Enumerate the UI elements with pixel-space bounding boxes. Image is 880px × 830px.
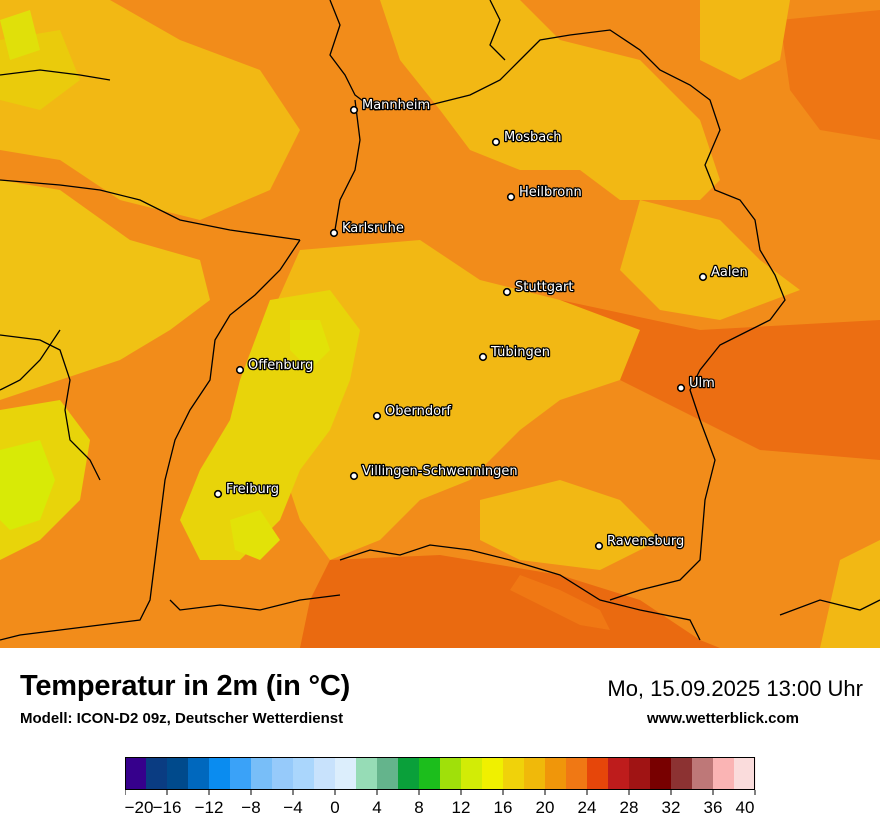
scale-color-bin	[209, 757, 231, 790]
city-markers: Mannheim Mosbach Heilbronn Karlsruhe Aalen St…	[213, 97, 749, 551]
scale-color-bin	[713, 757, 735, 790]
city-label: Heilbronn	[519, 185, 582, 200]
city-dot	[491, 137, 501, 147]
city-label: Stuttgart	[515, 280, 573, 295]
scale-color-bin	[419, 757, 441, 790]
city-dot	[372, 411, 382, 421]
city-label: Aalen	[711, 265, 748, 280]
city-dot	[698, 272, 708, 282]
temperature-map: Mannheim Mosbach Heilbronn Karlsruhe Aalen St…	[0, 0, 880, 648]
temperature-field-mild-east	[620, 200, 800, 320]
city-dot	[506, 192, 516, 202]
temperature-field-hot-south	[300, 555, 720, 648]
scale-color-bin	[272, 757, 294, 790]
scale-tick-label: −8	[241, 798, 260, 817]
scale-tick-label: −4	[283, 798, 302, 817]
city-label: Mosbach	[504, 130, 562, 145]
border-lines	[0, 0, 880, 641]
scale-color-bin	[650, 757, 672, 790]
temperature-field-coolest-4	[0, 10, 40, 60]
scale-color-bin	[734, 757, 756, 790]
scale-tick-label: 32	[662, 798, 681, 817]
temperature-field-coolest-2	[290, 320, 330, 370]
temperature-field-mild-north	[380, 0, 720, 200]
city-dot	[213, 489, 223, 499]
scale-tick-label: 24	[578, 798, 597, 817]
scale-color-bin	[188, 757, 210, 790]
scale-color-bin	[482, 757, 504, 790]
scale-color-bin	[692, 757, 714, 790]
temperature-field-mild-far-east	[820, 540, 880, 648]
scale-color-bin	[566, 757, 588, 790]
scale-color-bin	[545, 757, 567, 790]
scale-color-bin	[503, 757, 525, 790]
city-dot	[478, 352, 488, 362]
city-label: Karlsruhe	[342, 221, 404, 236]
scale-color-bin	[671, 757, 693, 790]
city-dot	[349, 105, 359, 115]
city-dot	[235, 365, 245, 375]
city-label: Mannheim	[362, 98, 430, 113]
scale-color-bin	[167, 757, 189, 790]
scale-tick-label: 8	[414, 798, 423, 817]
lake-constance	[510, 575, 610, 630]
scale-color-bin	[230, 757, 252, 790]
city-label: Tübingen	[490, 345, 550, 360]
city-label: Ulm	[689, 376, 715, 391]
temperature-field-mild-central	[260, 240, 640, 560]
temperature-field-coolest	[0, 440, 55, 530]
scale-color-bin	[398, 757, 420, 790]
city-label: Villingen-Schwenningen	[362, 464, 518, 479]
scale-color-bin	[356, 757, 378, 790]
city-dot	[594, 541, 604, 551]
scale-color-bin	[524, 757, 546, 790]
scale-tick-label: 20	[536, 798, 555, 817]
scale-color-bin	[377, 757, 399, 790]
scale-color-bin	[608, 757, 630, 790]
temperature-field-mild-west	[0, 0, 300, 220]
scale-tick-label: 40	[736, 798, 755, 817]
scale-color-bin	[125, 757, 147, 790]
model-info: Modell: ICON-D2 09z, Deutscher Wetterdie…	[20, 710, 344, 727]
scale-tick-label: 4	[372, 798, 381, 817]
valid-datetime: Mo, 15.09.2025 13:00 Uhr	[607, 676, 863, 701]
scale-tick-label: 12	[452, 798, 471, 817]
website-link[interactable]: www.wetterblick.com	[647, 710, 799, 727]
temperature-field-mild-east2	[700, 0, 790, 80]
scale-color-bin	[251, 757, 273, 790]
city-label: Oberndorf	[385, 404, 451, 419]
temperature-field-mild-northwest	[0, 180, 210, 400]
city-dot	[676, 383, 686, 393]
temperature-field-coolest-3	[230, 510, 280, 560]
map-title: Temperatur in 2m (in °C)	[20, 670, 351, 702]
scale-color-bin	[146, 757, 168, 790]
city-dot	[329, 228, 339, 238]
scale-color-bin	[440, 757, 462, 790]
scale-tick-label: −16	[153, 798, 182, 817]
temperature-field-hot-east	[780, 10, 880, 140]
scale-tick-label: −12	[195, 798, 224, 817]
scale-color-bin	[293, 757, 315, 790]
city-label: Freiburg	[226, 482, 279, 497]
city-label: Ravensburg	[607, 534, 684, 549]
scale-tick-label: 28	[620, 798, 639, 817]
map-footer: Temperatur in 2m (in °C) Modell: ICON-D2…	[0, 648, 880, 830]
city-dot	[502, 287, 512, 297]
temperature-field-hot	[560, 300, 880, 460]
scale-color-bin	[629, 757, 651, 790]
scale-tick-label: 16	[494, 798, 513, 817]
city-dot	[349, 471, 359, 481]
color-scale-legend: −20 −16 −12 −8 −4 0 4 8 12 16 20 24 28 32 36 40	[124, 757, 765, 826]
city-label: Offenburg	[248, 358, 313, 373]
scale-color-bin	[587, 757, 609, 790]
scale-color-bin	[314, 757, 336, 790]
scale-color-bin	[335, 757, 357, 790]
temperature-field-mild-southeast	[480, 480, 660, 570]
scale-color-bin	[461, 757, 483, 790]
scale-tick-label: −20	[125, 798, 153, 817]
scale-tick-label: 0	[330, 798, 339, 817]
scale-tick-label: 36	[704, 798, 723, 817]
scale-frame	[125, 757, 755, 790]
